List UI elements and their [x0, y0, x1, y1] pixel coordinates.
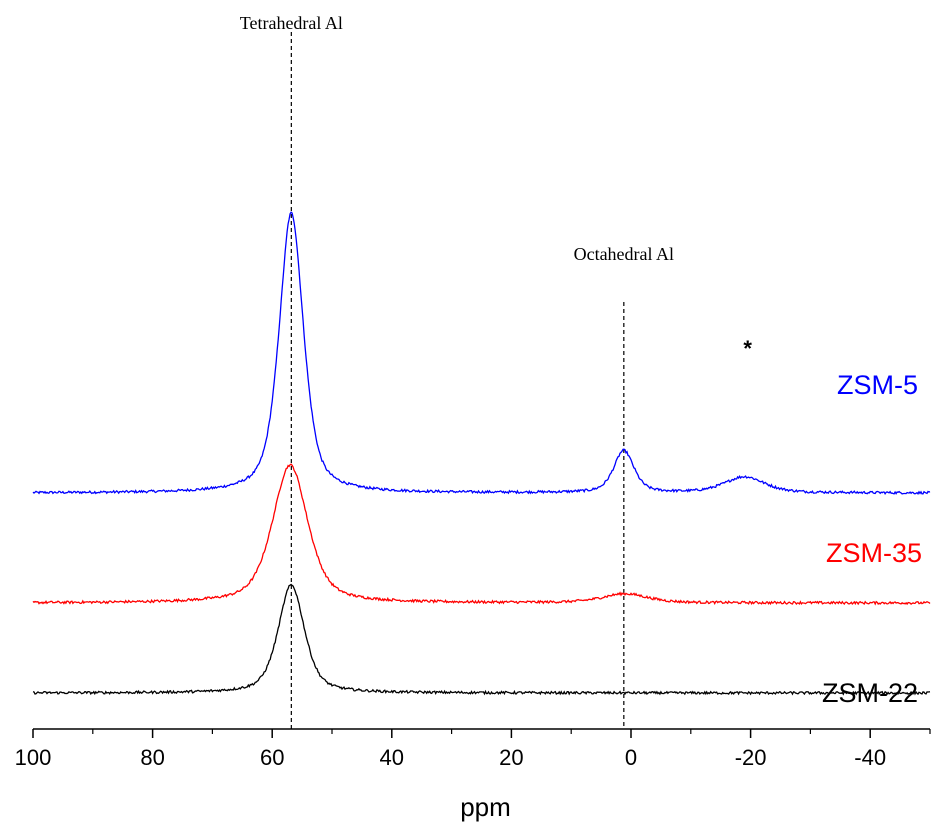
x-tick-label: 40	[380, 745, 404, 770]
series-label: ZSM-35	[826, 538, 922, 568]
series-line	[32, 463, 931, 606]
x-tick-label: -40	[854, 745, 886, 770]
x-tick-label: 60	[260, 745, 284, 770]
reference-line-label: Tetrahedral Al	[240, 13, 343, 33]
x-tick-label: 0	[625, 745, 637, 770]
series-line	[32, 583, 931, 696]
reference-line-label: Octahedral Al	[574, 244, 674, 264]
x-tick-label: -20	[735, 745, 767, 770]
x-axis-label: ppm	[460, 792, 511, 822]
series-line	[32, 211, 931, 496]
series-label: ZSM-5	[837, 370, 918, 400]
series-label: ZSM-22	[822, 678, 918, 708]
x-tick-label: 20	[499, 745, 523, 770]
series-layer	[32, 211, 931, 696]
annotation-asterisk: *	[743, 336, 752, 361]
x-tick-label: 80	[140, 745, 164, 770]
x-tick-label: 100	[15, 745, 52, 770]
labels-layer: ZSM-5 ZSM-35 ZSM-22 *	[743, 336, 922, 708]
x-axis: 100 80 60 40 20 0 -20 -40	[15, 728, 931, 770]
reference-lines: Tetrahedral Al Octahedral Al	[240, 13, 674, 729]
